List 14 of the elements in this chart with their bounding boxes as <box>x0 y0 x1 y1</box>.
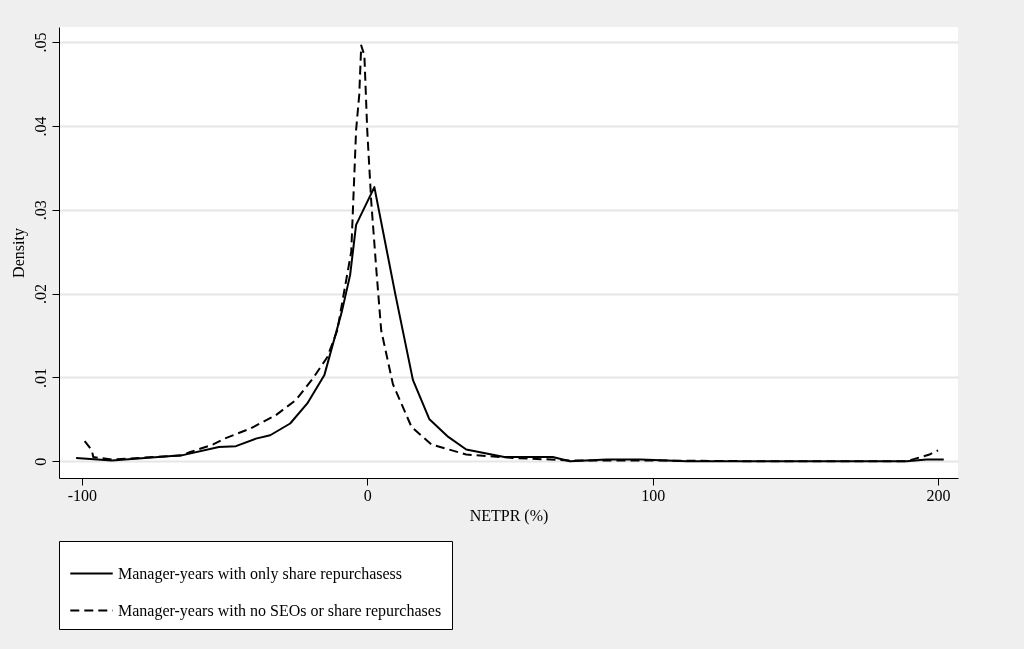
y-axis-title: Density <box>9 228 28 278</box>
x-tick-label: 200 <box>926 486 951 504</box>
y-tick-label: .04 <box>31 116 49 137</box>
y-tick-label: .01 <box>31 367 49 388</box>
legend-label: Manager-years with no SEOs or share repurchases <box>118 601 442 620</box>
y-tick-label: 0 <box>31 457 49 466</box>
y-tick-label: .03 <box>31 200 49 221</box>
legend-label: Manager-years with only share repurchasess <box>118 564 403 583</box>
x-tick-label: -100 <box>67 486 97 504</box>
x-tick-label: 0 <box>363 486 372 504</box>
x-tick-label: 100 <box>641 486 666 504</box>
y-tick-label: .05 <box>31 32 49 53</box>
x-axis-title: NETPR (%) <box>469 506 549 525</box>
y-tick-label: .02 <box>31 284 49 305</box>
